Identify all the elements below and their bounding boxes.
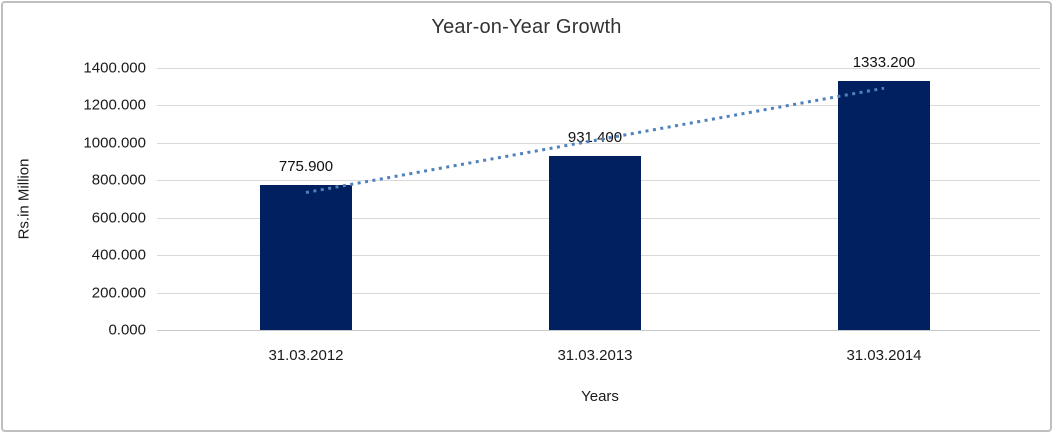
y-tick-label: 1200.000 [83, 96, 146, 114]
y-tick-label: 1000.000 [83, 134, 146, 152]
y-axis-title-text: Rs.in Million [15, 158, 33, 240]
gridline [157, 68, 1040, 69]
x-axis-line [157, 330, 1040, 331]
x-category-label: 31.03.2013 [557, 347, 633, 364]
x-category-label: 31.03.2014 [846, 347, 922, 364]
y-tick-label: 200.000 [91, 284, 146, 302]
bar [549, 155, 641, 330]
y-tick-label: 1400.000 [83, 59, 146, 77]
x-axis-title: Years [581, 388, 619, 405]
x-category-label: 31.03.2012 [268, 347, 344, 364]
bar-value-label: 931.400 [567, 128, 623, 146]
y-tick-label: 0.000 [108, 321, 146, 339]
y-tick-label: 800.000 [91, 171, 146, 189]
bar-value-label: 1333.200 [852, 53, 916, 71]
bar [838, 80, 930, 330]
bar [260, 184, 352, 330]
chart-title: Year-on-Year Growth [431, 16, 622, 38]
bar-value-label: 775.900 [278, 157, 334, 175]
y-tick-label: 400.000 [91, 246, 146, 264]
y-tick-label: 600.000 [91, 209, 146, 227]
